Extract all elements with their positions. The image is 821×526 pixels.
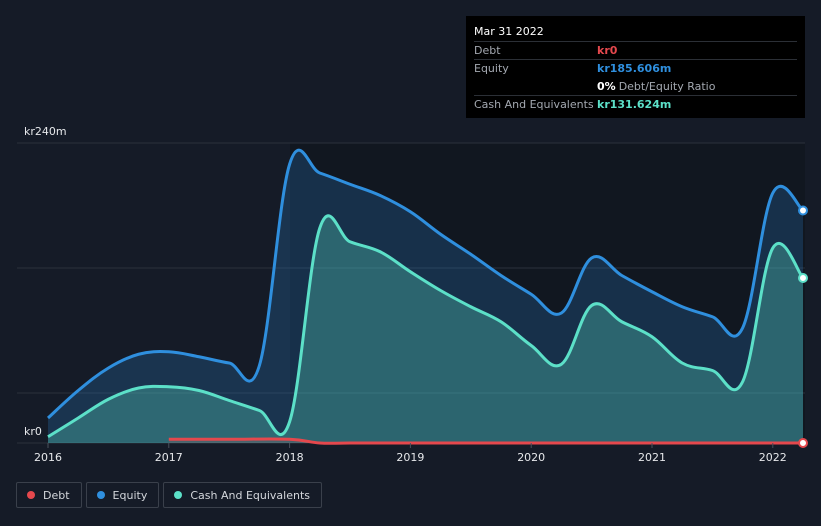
legend-label-equity: Equity: [112, 488, 148, 502]
x-tick-label-2020: 2020: [517, 451, 545, 464]
tooltip-value-ratio: 0%: [597, 80, 616, 93]
tooltip-value-debt: kr0: [597, 44, 618, 57]
legend: Debt Equity Cash And Equivalents: [16, 482, 322, 508]
tooltip-ratio-suffix: Debt/Equity Ratio: [618, 80, 716, 93]
tooltip-panel: Mar 31 2022 Debt kr0 Equity kr185.606m 0…: [466, 16, 805, 118]
tooltip-label-equity: Equity: [474, 62, 509, 75]
marker-layer: [798, 205, 808, 448]
x-tick-label-2018: 2018: [276, 451, 304, 464]
y-tick-label-bottom: kr0: [24, 425, 42, 438]
x-tick-layer: 2016 2017 2018 2019 2020 2021 2022: [34, 443, 787, 464]
x-tick-label-2017: 2017: [155, 451, 183, 464]
x-tick-label-2019: 2019: [396, 451, 424, 464]
end-marker-debt: [798, 438, 808, 448]
legend-dot-cash: [174, 491, 183, 499]
legend-label-cash: Cash And Equivalents: [190, 488, 310, 502]
tooltip-value-cash: kr131.624m: [597, 98, 672, 111]
y-tick-label-top: kr240m: [24, 125, 67, 138]
x-tick-label-2022: 2022: [759, 451, 787, 464]
tooltip-label-ratio: [474, 78, 597, 95]
x-tick-label-2021: 2021: [638, 451, 666, 464]
legend-dot-debt: [27, 491, 35, 499]
legend-item-equity[interactable]: Equity: [85, 482, 160, 508]
tooltip-row-debt: Debt kr0: [474, 41, 797, 59]
legend-item-debt[interactable]: Debt: [16, 482, 82, 508]
tooltip-date: Mar 31 2022: [474, 25, 544, 38]
tooltip-label-cash: Cash And Equivalents: [474, 98, 594, 111]
legend-dot-equity: [96, 491, 105, 499]
end-marker-cash-and-equivalents: [798, 273, 808, 283]
tooltip-value-equity: kr185.606m: [597, 62, 672, 75]
line-debt: [168, 437, 803, 445]
tooltip-row-cash: Cash And Equivalents kr131.624m: [474, 95, 797, 113]
tooltip-row-ratio: 0% Debt/Equity Ratio: [474, 77, 797, 95]
line-equity: [46, 148, 805, 420]
tooltip-label-debt: Debt: [474, 44, 501, 57]
tooltip-row-equity: Equity kr185.606m: [474, 59, 797, 77]
end-marker-equity: [798, 205, 808, 216]
label-layer: kr240m kr0: [24, 125, 67, 438]
line-cash-and-equivalents: [47, 214, 805, 439]
line-layer: [46, 148, 805, 445]
area-cash-and-equivalents: [48, 215, 803, 443]
legend-label-debt: Debt: [43, 488, 70, 502]
legend-item-cash[interactable]: Cash And Equivalents: [163, 482, 322, 508]
x-tick-label-2016: 2016: [34, 451, 62, 464]
